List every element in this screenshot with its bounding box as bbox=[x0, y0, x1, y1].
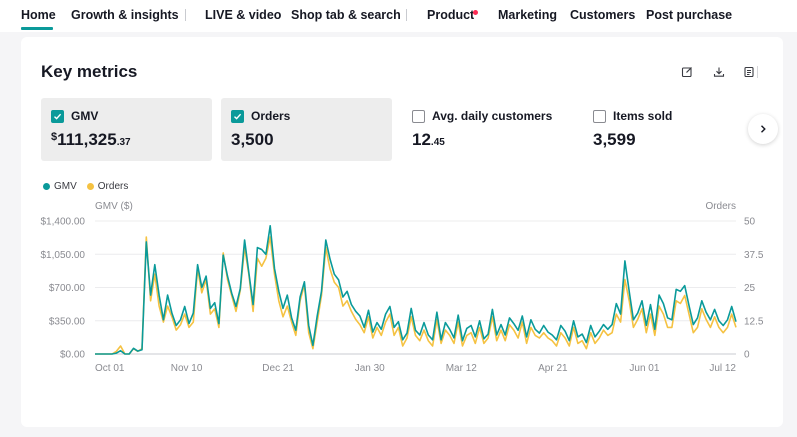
nav-tab-product[interactable]: Product bbox=[427, 8, 475, 22]
x-tick-label: Mar 12 bbox=[446, 363, 478, 374]
y-right-tick-label: 0 bbox=[744, 350, 750, 361]
y-left-tick-label: $1,050.00 bbox=[41, 250, 86, 261]
legend-item-gmv[interactable]: GMV bbox=[43, 181, 77, 192]
x-tick-label: Jun 01 bbox=[629, 363, 659, 374]
metric-tile-items-sold[interactable]: Items sold 3,599 bbox=[583, 98, 733, 161]
series-line-orders bbox=[95, 236, 737, 355]
metric-value: 3,599 bbox=[593, 130, 636, 149]
chart-legend: GMV Orders bbox=[43, 181, 128, 192]
edit-icon[interactable] bbox=[680, 65, 694, 79]
x-tick-label: Jan 30 bbox=[355, 363, 385, 374]
y-right-tick-label: 37.5 bbox=[744, 250, 764, 261]
top-navigation: Home Growth & insights LIVE & video Shop… bbox=[0, 0, 797, 32]
y-left-tick-label: $700.00 bbox=[49, 283, 86, 294]
x-tick-label: Oct 01 bbox=[95, 363, 125, 374]
metric-value: 12.45 bbox=[412, 130, 445, 149]
metric-tile-gmv[interactable]: GMV $111,325.37 bbox=[41, 98, 212, 161]
nav-tab-home[interactable]: Home bbox=[21, 8, 56, 22]
card-title: Key metrics bbox=[41, 62, 138, 81]
checkbox-unchecked-icon[interactable] bbox=[412, 109, 425, 123]
legend-dot bbox=[43, 183, 50, 190]
y-right-tick-label: 12.5 bbox=[744, 316, 764, 327]
y-left-tick-label: $350.00 bbox=[49, 316, 86, 327]
metric-label: Avg. daily customers bbox=[432, 109, 553, 123]
gmv-orders-line-chart: GMV ($) Orders $0.00 0 $350.00 12.5 $700.00 25 $… bbox=[41, 201, 764, 374]
x-tick-label: Jul 12 bbox=[709, 363, 736, 374]
metric-label: Orders bbox=[251, 109, 291, 123]
nav-divider bbox=[185, 9, 186, 21]
x-tick-label: Dec 21 bbox=[262, 363, 294, 374]
x-tick-label: Apr 21 bbox=[538, 363, 568, 374]
checkbox-checked-icon[interactable] bbox=[231, 109, 244, 123]
metric-value: $111,325.37 bbox=[51, 130, 131, 149]
toolbar-divider bbox=[757, 66, 758, 78]
nav-tab-marketing[interactable]: Marketing bbox=[498, 8, 558, 22]
nav-tab-shop-tab-search[interactable]: Shop tab & search bbox=[291, 8, 401, 22]
y-left-tick-label: $0.00 bbox=[60, 350, 85, 361]
notification-dot bbox=[473, 10, 478, 15]
metric-label: Items sold bbox=[613, 109, 673, 123]
x-tick-label: Nov 10 bbox=[171, 363, 203, 374]
chevron-right-icon bbox=[761, 125, 766, 133]
legend-item-orders[interactable]: Orders bbox=[86, 181, 128, 192]
y-left-tick-label: $1,400.00 bbox=[41, 217, 86, 228]
active-tab-indicator bbox=[21, 27, 53, 30]
report-icon[interactable] bbox=[742, 65, 756, 79]
nav-tab-customers[interactable]: Customers bbox=[570, 8, 636, 22]
legend-dot bbox=[86, 183, 94, 190]
next-metrics-button[interactable] bbox=[748, 114, 778, 144]
download-icon[interactable] bbox=[712, 65, 726, 79]
metric-tile-orders[interactable]: Orders 3,500 bbox=[221, 98, 392, 161]
y-right-tick-label: 25 bbox=[744, 283, 756, 294]
checkbox-unchecked-icon[interactable] bbox=[593, 109, 606, 123]
nav-tab-growth-insights[interactable]: Growth & insights bbox=[71, 8, 179, 22]
metric-label: GMV bbox=[71, 109, 99, 123]
metric-tile-avg-daily-customers[interactable]: Avg. daily customers 12.45 bbox=[402, 98, 573, 161]
nav-tab-live-video[interactable]: LIVE & video bbox=[205, 8, 282, 22]
nav-tab-post-purchase[interactable]: Post purchase bbox=[646, 8, 733, 22]
y-right-tick-label: 50 bbox=[744, 217, 756, 228]
metric-value: 3,500 bbox=[231, 130, 274, 149]
key-metrics-card: Key metrics GMV $111,325.37 Orders 3,500… bbox=[21, 37, 783, 427]
checkbox-checked-icon[interactable] bbox=[51, 109, 64, 123]
series-line-gmv bbox=[95, 225, 737, 355]
left-axis-label: GMV ($) bbox=[95, 201, 133, 212]
right-axis-label: Orders bbox=[705, 201, 736, 212]
nav-divider bbox=[406, 9, 407, 21]
